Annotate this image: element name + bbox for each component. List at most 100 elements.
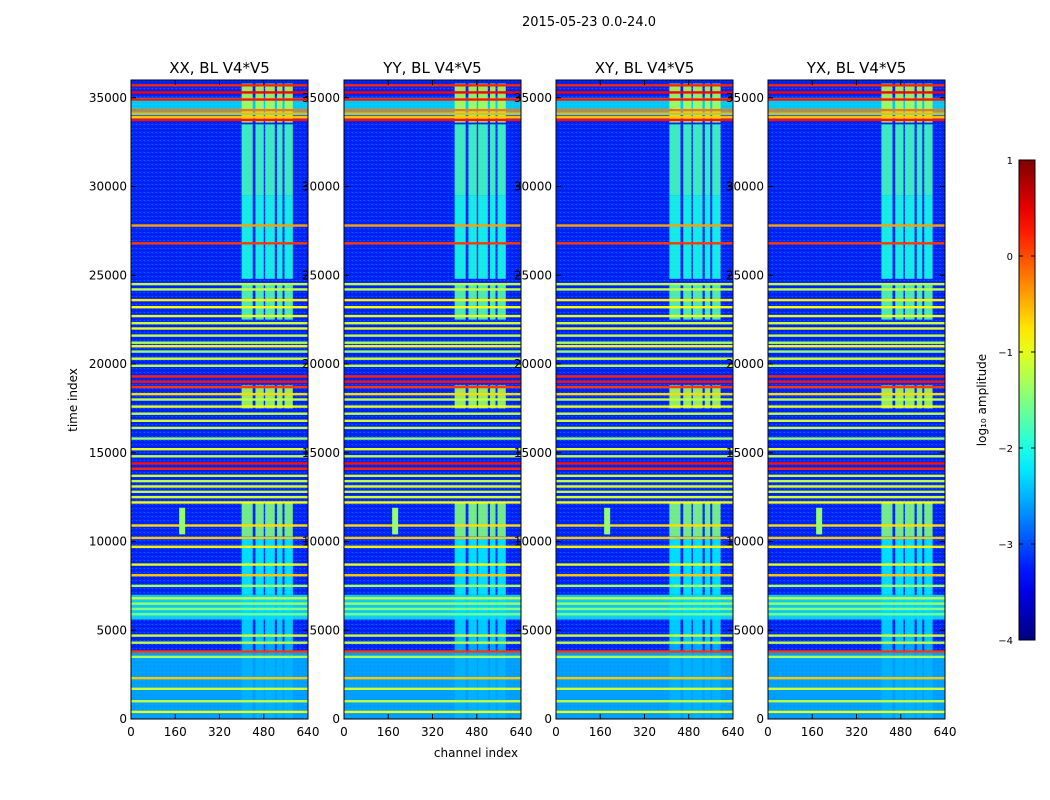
channel-band-block	[490, 284, 496, 320]
flagged-row	[131, 385, 308, 389]
flagged-row	[556, 597, 733, 600]
channel-band-block	[712, 83, 721, 123]
flagged-row	[344, 634, 521, 637]
channel-band-block	[497, 83, 506, 123]
flagged-row	[768, 490, 945, 493]
channel-band-block	[454, 83, 466, 123]
channel-band-block	[904, 83, 915, 123]
flagged-row	[131, 288, 308, 291]
flagged-row	[556, 437, 733, 440]
channel-band-block	[468, 385, 477, 409]
channel-band-block	[904, 195, 915, 279]
flagged-row	[344, 485, 521, 488]
flagged-row	[344, 495, 521, 499]
flagged-row	[768, 700, 945, 703]
flagged-row	[768, 467, 945, 470]
flagged-row	[131, 242, 308, 245]
flagged-row	[768, 501, 945, 504]
flagged-row	[556, 118, 733, 122]
channel-band-block	[712, 284, 721, 320]
flagged-row	[556, 341, 733, 344]
flagged-row	[556, 412, 733, 415]
channel-band-block	[895, 385, 904, 409]
channel-band-block	[692, 284, 703, 320]
flagged-row	[344, 597, 521, 600]
x-tick-label: 0	[340, 725, 348, 739]
colorbar-tick-label: 0	[1007, 252, 1013, 263]
flagged-row	[556, 334, 733, 337]
flagged-row	[556, 462, 733, 465]
flagged-row	[768, 364, 945, 367]
flagged-row	[556, 467, 733, 470]
flagged-row	[556, 405, 733, 408]
flagged-row	[344, 321, 521, 325]
channel-band-block	[683, 644, 692, 719]
channel-band-block	[265, 124, 275, 196]
y-tick-label: 30000	[302, 180, 340, 194]
flagged-row	[768, 607, 945, 611]
flagged-row	[768, 655, 945, 659]
flagged-row	[768, 584, 945, 588]
channel-band-block	[255, 502, 264, 537]
flagged-row	[344, 364, 521, 367]
channel-band-block	[683, 385, 692, 409]
channel-band-block	[924, 195, 933, 279]
channel-band-block	[924, 385, 933, 409]
y-tick-label: 10000	[302, 535, 340, 549]
flagged-row	[556, 375, 733, 378]
flagged-row	[768, 334, 945, 337]
channel-band-block	[916, 284, 923, 320]
flagged-row	[344, 375, 521, 378]
flagged-row	[344, 242, 521, 245]
channel-band-block	[881, 195, 893, 279]
channel-band-block	[277, 594, 283, 645]
channel-band-block	[265, 284, 275, 320]
channel-band-block	[712, 385, 721, 409]
channel-band-block	[490, 385, 496, 409]
flagged-row	[768, 345, 945, 348]
channel-band-block	[284, 284, 293, 320]
flagged-row	[344, 118, 521, 122]
x-tick-label: 640	[297, 725, 320, 739]
y-tick-label: 0	[756, 712, 764, 726]
flagged-row	[556, 655, 733, 659]
x-tick-label: 640	[510, 725, 533, 739]
flagged-row	[131, 676, 308, 680]
y-tick-label: 25000	[89, 268, 127, 282]
panel-1: YY, BL V4*V5 0 160 320 480 640 0 5000 10000 15000…	[302, 59, 533, 739]
channel-band-block	[284, 195, 293, 279]
channel-band-block	[468, 195, 477, 279]
channel-band-block	[454, 284, 466, 320]
flagged-row	[131, 306, 308, 309]
flagged-row	[344, 474, 521, 478]
flagged-row	[556, 474, 733, 478]
channel-band-block	[284, 124, 293, 196]
flagged-row	[768, 357, 945, 360]
flagged-row	[344, 501, 521, 504]
channel-band-block	[454, 502, 466, 537]
flagged-row	[131, 455, 308, 458]
channel-band-block	[904, 644, 915, 719]
channel-band-block	[255, 644, 264, 719]
flagged-row	[556, 321, 733, 325]
flagged-row	[768, 116, 945, 119]
flagged-row	[768, 314, 945, 318]
channel-band-block	[241, 83, 253, 123]
y-tick-label: 5000	[96, 623, 127, 637]
colorbar: −4 −3 −2 −1 0 1	[998, 156, 1036, 647]
channel-band-block	[497, 124, 506, 196]
channel-band-block	[704, 195, 711, 279]
flagged-row	[344, 524, 521, 527]
flagged-row	[556, 314, 733, 318]
flagged-row	[131, 524, 308, 527]
flagged-row	[556, 700, 733, 703]
flagged-row	[131, 607, 308, 611]
flagged-row	[131, 419, 308, 422]
channel-band-block	[468, 83, 477, 123]
channel-band-block	[881, 644, 893, 719]
channel-band-block	[683, 502, 692, 537]
channel-band-block	[468, 644, 477, 719]
channel-band-block	[704, 644, 711, 719]
channel-band-block	[255, 195, 264, 279]
flagged-row	[768, 108, 945, 112]
